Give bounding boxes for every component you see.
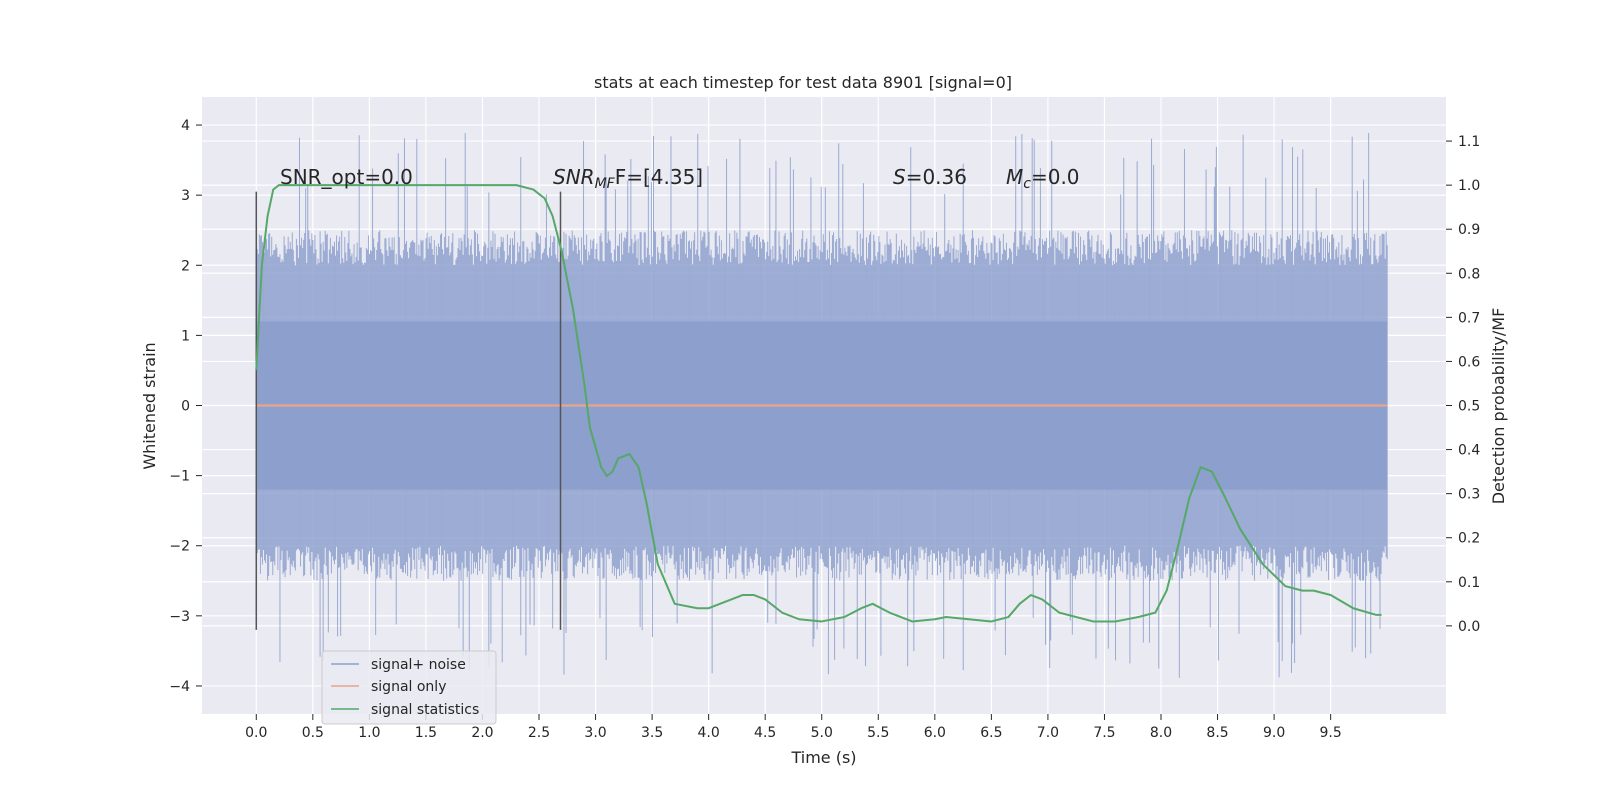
annotation-snr-mf: SNRMFF=[4.35]	[553, 165, 703, 192]
x-tick-label-1: 0.5	[302, 725, 324, 741]
x-tick-label-7: 3.5	[641, 725, 663, 741]
x-tick-label-15: 7.5	[1093, 725, 1115, 741]
annotation-mc: Mc=0.0	[1006, 165, 1080, 192]
x-tick-label-3: 1.5	[415, 725, 437, 741]
y-right-tick-label-8: 0.8	[1458, 266, 1480, 282]
annotation-s-value: =0.36	[906, 165, 967, 189]
y-left-axis-ticks: −4 −3 −2 −1 0 1 2 3 4	[169, 118, 202, 695]
y-right-tick-label-9: 0.9	[1458, 222, 1480, 238]
x-axis-title: Time (s)	[790, 748, 856, 767]
y-left-tick-label-3: −1	[169, 469, 190, 485]
x-tick-label-9: 4.5	[754, 725, 776, 741]
x-tick-label-4: 2.0	[471, 725, 493, 741]
x-tick-label-2: 1.0	[358, 725, 380, 741]
signal-statistics-line	[255, 184, 1382, 623]
annotation-mc-value: =0.0	[1031, 165, 1080, 189]
annotation-s-symbol: S	[893, 165, 906, 189]
annotation-snr-mf-value: F=[4.35]	[615, 165, 703, 189]
y-left-tick-label-2: −2	[169, 539, 190, 555]
y-right-tick-label-3: 0.3	[1458, 487, 1480, 503]
x-tick-label-5: 2.5	[528, 725, 550, 741]
y-right-tick-label-11: 1.1	[1458, 134, 1480, 150]
y-left-tick-label-5: 1	[181, 328, 190, 344]
x-axis-ticks: 0.0 0.5 1.0 1.5 2.0 2.5 3.0 3.5 4.0 4.5 5.0 5.5 6.0 6…	[245, 714, 1342, 741]
y-right-tick-label-4: 0.4	[1458, 443, 1480, 459]
y-right-tick-label-6: 0.6	[1458, 354, 1480, 370]
y-right-axis-ticks: 0.0 0.1 0.2 0.3 0.4 0.5 0.6 0.7 0.8 0.9 1.0 1.1	[1446, 134, 1480, 635]
legend-label-signal-noise: signal+ noise	[371, 657, 466, 673]
y-right-tick-label-2: 0.2	[1458, 531, 1480, 547]
x-tick-label-0: 0.0	[245, 725, 267, 741]
window-markers	[255, 191, 562, 630]
annotation-s: S=0.36	[893, 165, 967, 189]
legend-label-signal-only: signal only	[371, 679, 446, 695]
x-tick-label-14: 7.0	[1037, 725, 1059, 741]
x-tick-label-19: 9.5	[1320, 725, 1342, 741]
x-tick-label-12: 6.0	[924, 725, 946, 741]
x-tick-label-8: 4.0	[698, 725, 720, 741]
annotation-snr-mf-symbol: SNR	[553, 165, 595, 189]
y-left-tick-label-7: 3	[181, 188, 190, 204]
y-right-tick-label-5: 0.5	[1458, 399, 1480, 415]
y-left-tick-label-4: 0	[181, 399, 190, 415]
x-tick-label-17: 8.5	[1206, 725, 1228, 741]
legend-box	[321, 650, 497, 725]
chart-title: stats at each timestep for test data 890…	[594, 73, 1012, 92]
y-left-tick-label-8: 4	[181, 118, 190, 134]
y-right-tick-label-0: 0.0	[1458, 619, 1480, 635]
legend-label-signal-statistics: signal statistics	[371, 702, 479, 718]
annotation-snr-opt: SNR_opt=0.0	[280, 165, 413, 189]
x-tick-label-11: 5.5	[867, 725, 889, 741]
annotation-mc-subscript: c	[1023, 176, 1031, 192]
y-right-tick-label-10: 1.0	[1458, 178, 1480, 194]
y-right-tick-label-7: 0.7	[1458, 310, 1480, 326]
x-tick-label-18: 9.0	[1263, 725, 1285, 741]
y-left-axis-title: Whitened strain	[140, 342, 159, 469]
x-tick-label-10: 5.0	[811, 725, 833, 741]
annotation-snr-mf-subscript: MF	[595, 176, 616, 192]
x-tick-label-16: 8.0	[1150, 725, 1172, 741]
legend: signal+ noise signal only signal statist…	[321, 650, 497, 725]
y-left-tick-label-6: 2	[181, 258, 190, 274]
x-tick-label-13: 6.5	[980, 725, 1002, 741]
signal-statistics-series	[255, 184, 1382, 623]
y-right-axis-title: Detection probability/MF	[1489, 308, 1508, 505]
y-left-tick-label-1: −3	[169, 609, 190, 625]
plot-area	[202, 97, 1446, 714]
annotation-mc-symbol: M	[1006, 165, 1023, 189]
y-right-tick-label-1: 0.1	[1458, 575, 1480, 591]
x-tick-label-6: 3.0	[584, 725, 606, 741]
y-left-tick-label-0: −4	[169, 679, 190, 695]
